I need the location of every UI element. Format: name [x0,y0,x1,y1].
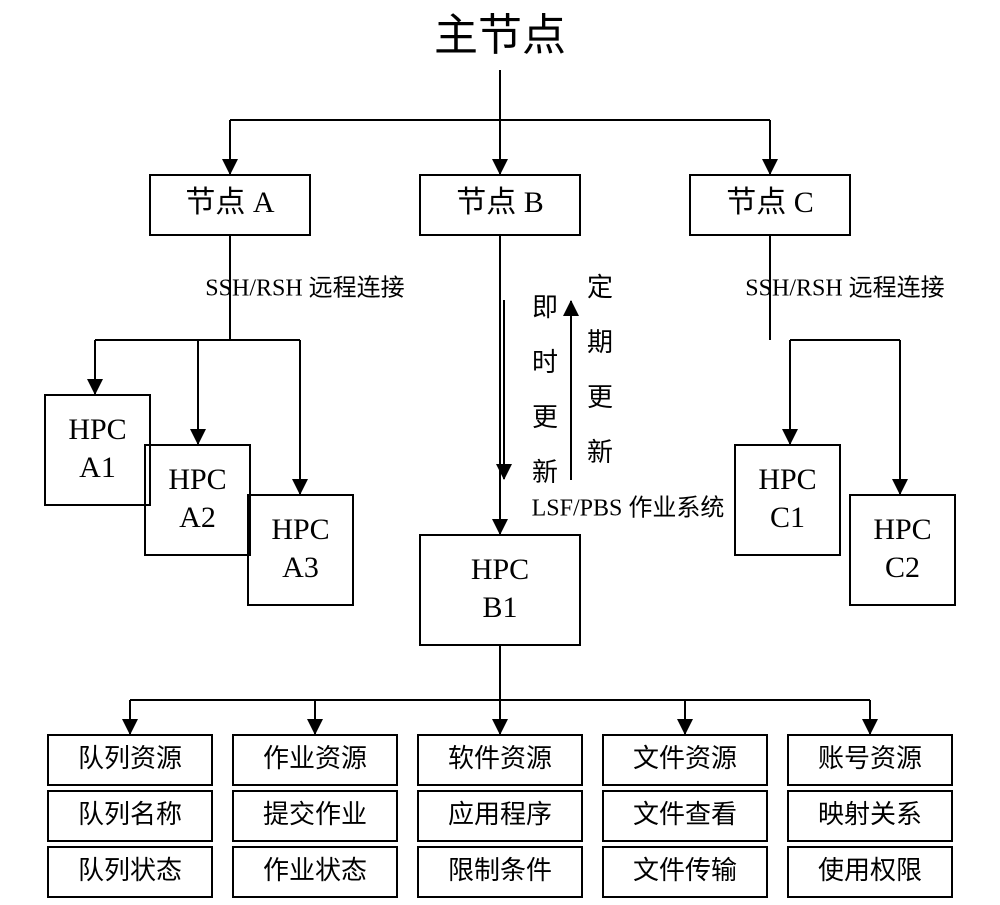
node-C: 节点 C [690,175,850,235]
label-periodic-update: 期 [587,328,613,357]
hpc-A2: HPC A2 [145,445,250,555]
svg-text:提交作业: 提交作业 [263,800,367,829]
hpc-C1: HPC C1 [735,445,840,555]
page-title: 主节点 [434,11,566,60]
svg-text:A3: A3 [282,551,319,584]
bottom-cell-0-0: 队列资源 [48,735,212,785]
hpc-A1: HPC A1 [45,395,150,505]
svg-text:队列状态: 队列状态 [78,856,182,885]
svg-text:B1: B1 [482,591,517,624]
svg-text:C1: C1 [770,501,805,534]
svg-text:节点 C: 节点 C [726,186,814,219]
bottom-cell-4-1: 映射关系 [788,791,952,841]
bottom-cell-2-1: 应用程序 [418,791,582,841]
bottom-cell-3-0: 文件资源 [603,735,767,785]
svg-text:作业状态: 作业状态 [263,856,367,885]
label-ssh-c: SSH/RSH 远程连接 [745,275,944,302]
svg-text:HPC: HPC [758,463,816,496]
label-ssh-a: SSH/RSH 远程连接 [205,275,404,302]
bottom-cell-1-2: 作业状态 [233,847,397,897]
bottom-cell-2-0: 软件资源 [418,735,582,785]
label-realtime-update: 即 [532,293,558,322]
label-periodic-update: 定 [587,273,613,302]
label-realtime-update: 更 [532,403,558,432]
svg-text:账号资源: 账号资源 [818,744,922,773]
label-realtime-update: 时 [532,348,558,377]
node-B: 节点 B [420,175,580,235]
bottom-cell-0-1: 队列名称 [48,791,212,841]
svg-text:队列名称: 队列名称 [78,800,182,829]
svg-text:HPC: HPC [168,463,226,496]
svg-text:队列资源: 队列资源 [78,744,182,773]
label-lsf: LSF/PBS 作业系统 [532,495,725,522]
svg-text:文件传输: 文件传输 [633,856,737,885]
bottom-cell-3-2: 文件传输 [603,847,767,897]
svg-text:软件资源: 软件资源 [448,744,552,773]
bottom-cell-4-0: 账号资源 [788,735,952,785]
svg-text:A2: A2 [179,501,216,534]
svg-text:节点 A: 节点 A [185,186,274,219]
label-periodic-update: 新 [587,438,613,467]
svg-text:文件资源: 文件资源 [633,744,737,773]
svg-text:限制条件: 限制条件 [448,856,552,885]
svg-text:映射关系: 映射关系 [818,800,922,829]
svg-text:HPC: HPC [271,513,329,546]
svg-text:HPC: HPC [471,553,529,586]
svg-text:C2: C2 [885,551,920,584]
label-periodic-update: 更 [587,383,613,412]
bottom-cell-1-1: 提交作业 [233,791,397,841]
node-A: 节点 A [150,175,310,235]
svg-text:A1: A1 [79,451,116,484]
hpc-B1: HPC B1 [420,535,580,645]
hpc-A3: HPC A3 [248,495,353,605]
svg-text:HPC: HPC [68,413,126,446]
label-realtime-update: 新 [532,458,558,487]
svg-text:应用程序: 应用程序 [448,800,552,829]
bottom-cell-3-1: 文件查看 [603,791,767,841]
hpc-C2: HPC C2 [850,495,955,605]
svg-text:作业资源: 作业资源 [263,744,367,773]
bottom-cell-4-2: 使用权限 [788,847,952,897]
bottom-cell-2-2: 限制条件 [418,847,582,897]
svg-text:文件查看: 文件查看 [633,800,737,829]
bottom-cell-0-2: 队列状态 [48,847,212,897]
svg-text:节点 B: 节点 B [456,186,544,219]
svg-text:使用权限: 使用权限 [818,856,922,885]
bottom-cell-1-0: 作业资源 [233,735,397,785]
svg-text:HPC: HPC [873,513,931,546]
